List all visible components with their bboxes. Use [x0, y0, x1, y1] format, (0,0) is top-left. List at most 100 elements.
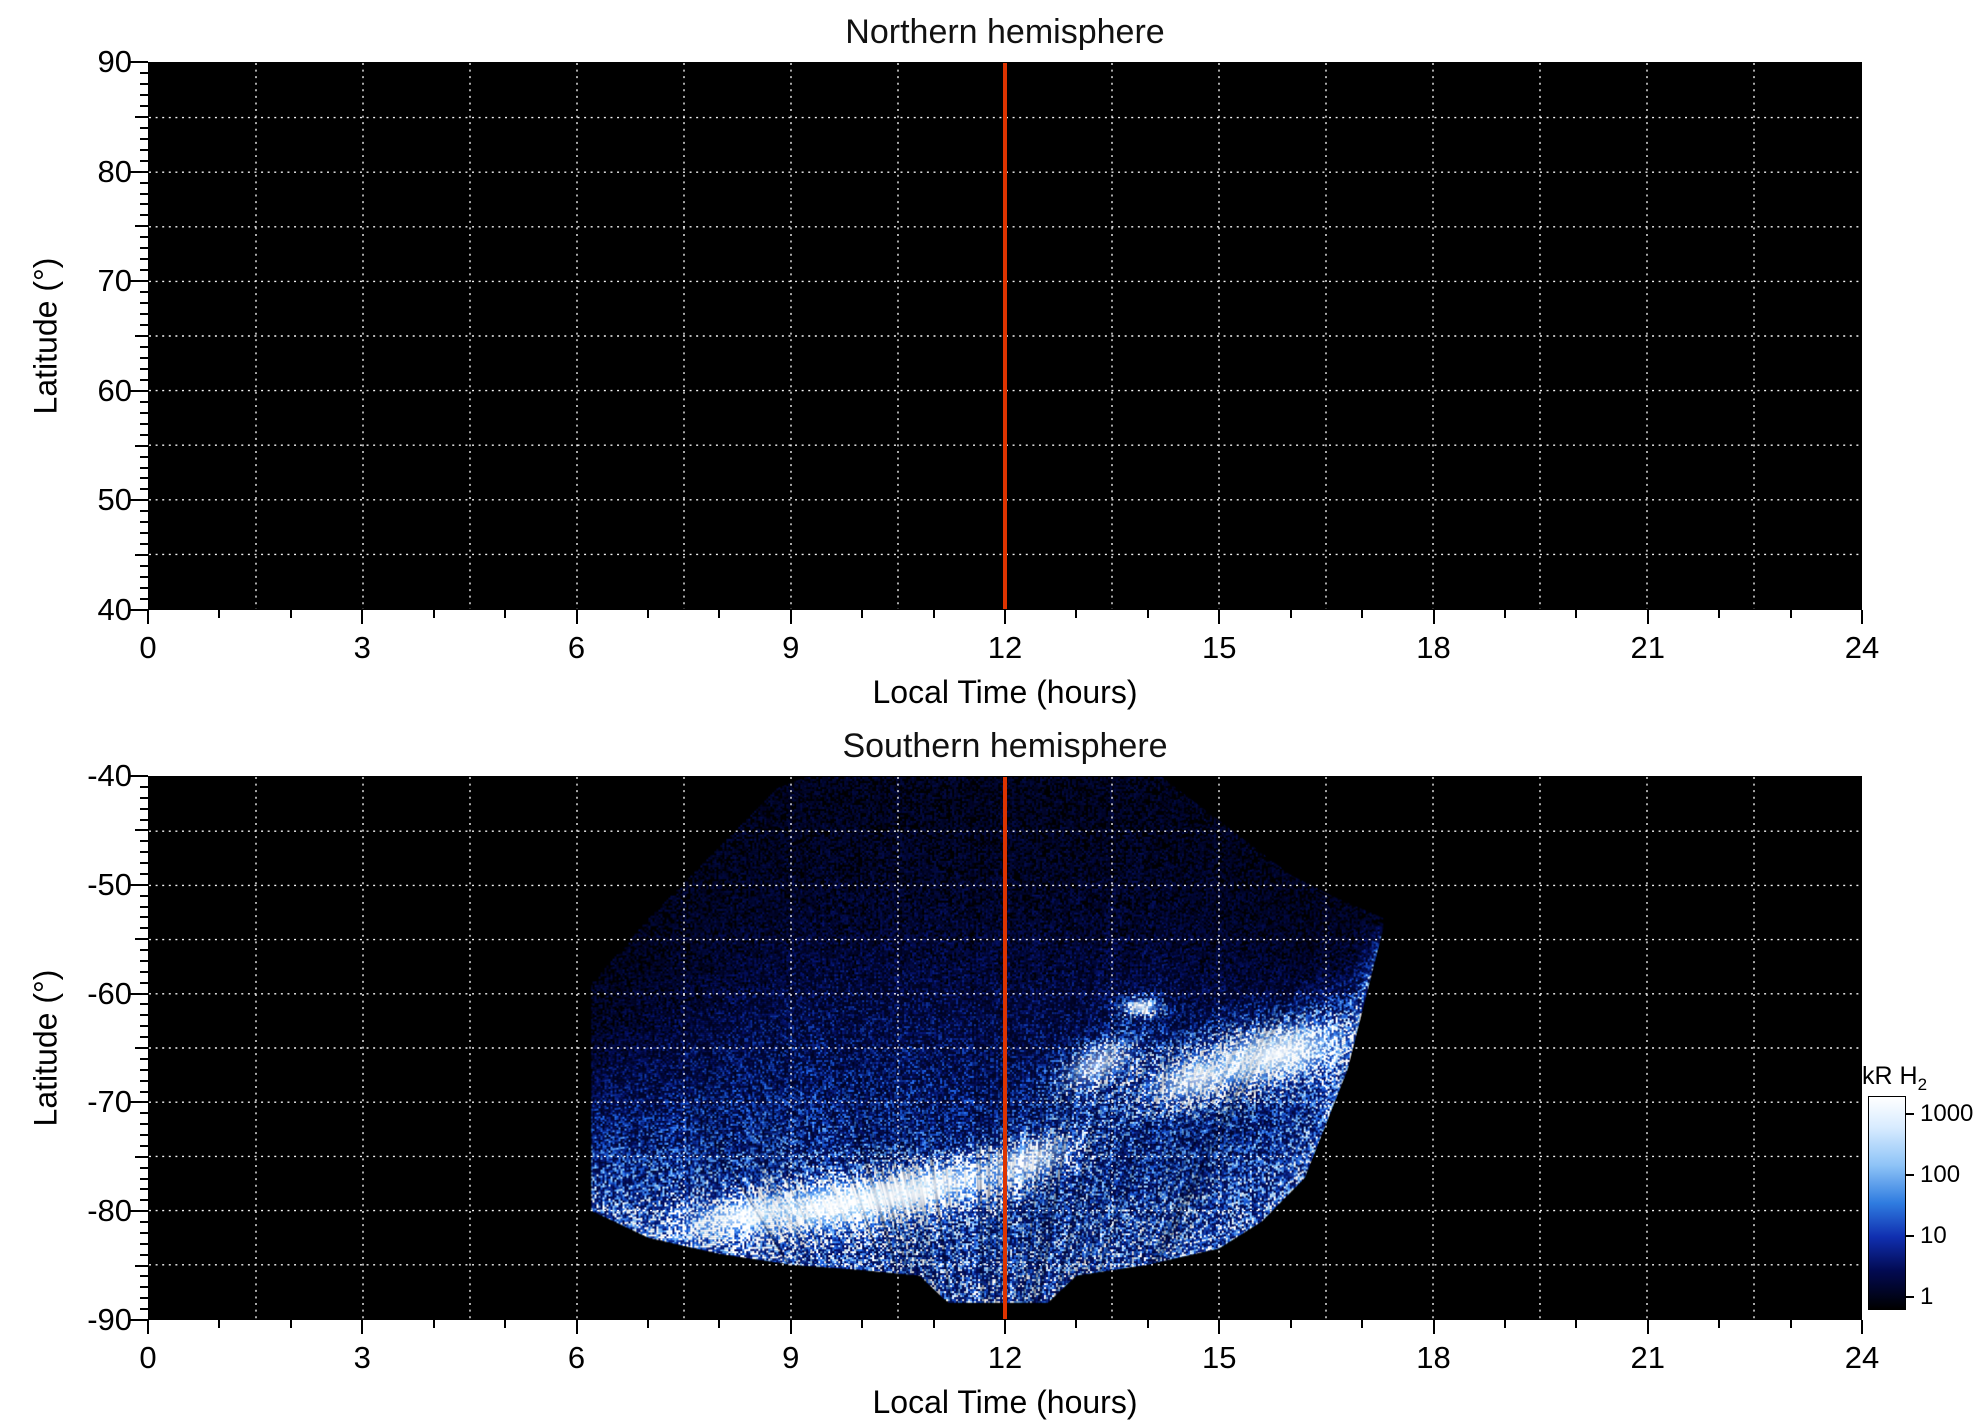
northern-x-axis-label: Local Time (hours)	[872, 674, 1138, 710]
x-tick-mark	[504, 610, 507, 618]
y-tick-mark	[140, 291, 148, 294]
y-tick-label: -70	[87, 1084, 132, 1120]
y-tick-mark	[140, 949, 148, 952]
y-tick-mark	[140, 1123, 148, 1126]
colorbar-tick-mark	[1906, 1295, 1914, 1298]
x-tick-label: 0	[139, 630, 157, 665]
x-tick-mark	[1861, 610, 1863, 624]
colorbar-unit-label: kR H2	[1862, 1062, 1927, 1095]
y-tick-label: 90	[97, 44, 132, 79]
x-tick-mark	[1718, 610, 1721, 618]
x-tick-label: 3	[353, 630, 371, 665]
x-tick-mark	[1861, 1320, 1863, 1334]
x-tick-mark	[1646, 610, 1649, 624]
y-tick-label: 70	[97, 263, 132, 299]
y-tick-mark	[140, 345, 148, 348]
x-tick-mark	[504, 1320, 507, 1328]
noon-vertical-line-south	[1003, 777, 1007, 1319]
y-tick-mark	[140, 1079, 148, 1082]
colorbar-tick-mark	[1906, 1113, 1914, 1116]
y-tick-mark	[140, 840, 148, 843]
y-tick-label: -80	[87, 1193, 132, 1229]
y-tick-label: 40	[97, 592, 132, 627]
y-tick-mark	[140, 324, 148, 327]
y-tick-mark	[140, 247, 148, 250]
y-tick-mark	[140, 181, 148, 184]
y-tick-mark	[130, 499, 148, 502]
x-tick-mark	[1146, 610, 1149, 618]
y-tick-mark	[135, 444, 148, 447]
y-tick-label: 60	[97, 372, 132, 408]
y-tick-mark	[130, 1210, 148, 1213]
y-tick-mark	[140, 477, 148, 480]
x-tick-mark	[1004, 1320, 1006, 1334]
x-tick-mark	[1575, 610, 1578, 618]
x-tick-label: 15	[1202, 1340, 1237, 1375]
colorbar-tick-mark	[1906, 1234, 1914, 1237]
y-tick-mark	[140, 872, 148, 875]
y-tick-mark	[140, 1036, 148, 1039]
y-tick-mark	[140, 862, 148, 865]
y-tick-mark	[130, 609, 148, 611]
y-tick-mark	[140, 576, 148, 579]
y-tick-mark	[140, 894, 148, 897]
x-tick-mark	[789, 610, 792, 624]
y-tick-mark	[140, 488, 148, 491]
y-tick-mark	[140, 356, 148, 359]
x-tick-mark	[289, 610, 292, 618]
x-tick-mark	[432, 1320, 435, 1328]
y-tick-mark	[140, 959, 148, 962]
y-tick-mark	[135, 938, 148, 941]
y-tick-mark	[140, 565, 148, 568]
colorbar-unit-text: kR H	[1862, 1062, 1918, 1090]
southern-plot-area	[148, 776, 1862, 1320]
y-tick-mark	[140, 1068, 148, 1071]
x-tick-label: 3	[353, 1340, 371, 1375]
x-tick-label: 9	[782, 1340, 800, 1375]
x-tick-mark	[1218, 610, 1221, 624]
x-tick-mark	[789, 1320, 792, 1334]
y-tick-mark	[140, 510, 148, 513]
x-tick-mark	[1361, 1320, 1364, 1328]
y-tick-mark	[140, 137, 148, 140]
y-tick-mark	[140, 521, 148, 524]
y-tick-mark	[135, 1264, 148, 1267]
x-tick-mark	[646, 1320, 649, 1328]
x-tick-mark	[575, 1320, 578, 1334]
x-tick-mark	[861, 1320, 864, 1328]
x-tick-mark	[1361, 610, 1364, 618]
y-tick-mark	[140, 532, 148, 535]
x-tick-label: 6	[567, 630, 586, 665]
y-tick-mark	[140, 1286, 148, 1289]
colorbar-tick-label: 1000	[1920, 1100, 1974, 1128]
y-tick-mark	[140, 302, 148, 305]
y-tick-mark	[140, 1297, 148, 1300]
x-tick-mark	[1646, 1320, 1649, 1334]
y-tick-mark	[140, 807, 148, 810]
y-tick-mark	[140, 104, 148, 107]
y-tick-label: -50	[87, 866, 132, 902]
x-tick-mark	[1718, 1320, 1721, 1328]
y-tick-mark	[140, 422, 148, 425]
x-tick-label: 18	[1416, 1340, 1451, 1375]
y-tick-mark	[140, 1166, 148, 1169]
y-tick-mark	[140, 192, 148, 195]
x-tick-mark	[1432, 610, 1435, 624]
x-tick-mark	[646, 610, 649, 618]
y-tick-mark	[130, 170, 148, 173]
y-tick-mark	[140, 1003, 148, 1006]
y-tick-mark	[140, 1144, 148, 1147]
y-tick-mark	[135, 1155, 148, 1158]
y-tick-mark	[140, 970, 148, 973]
x-tick-label: 12	[987, 1340, 1023, 1375]
x-tick-mark	[932, 610, 935, 618]
y-tick-mark	[135, 1047, 148, 1049]
y-tick-mark	[140, 203, 148, 206]
x-tick-mark	[718, 1320, 721, 1328]
x-tick-mark	[289, 1320, 292, 1328]
y-tick-mark	[140, 1134, 148, 1137]
y-tick-mark	[130, 280, 148, 283]
x-tick-label: 12	[987, 630, 1023, 665]
y-tick-mark	[140, 433, 148, 436]
